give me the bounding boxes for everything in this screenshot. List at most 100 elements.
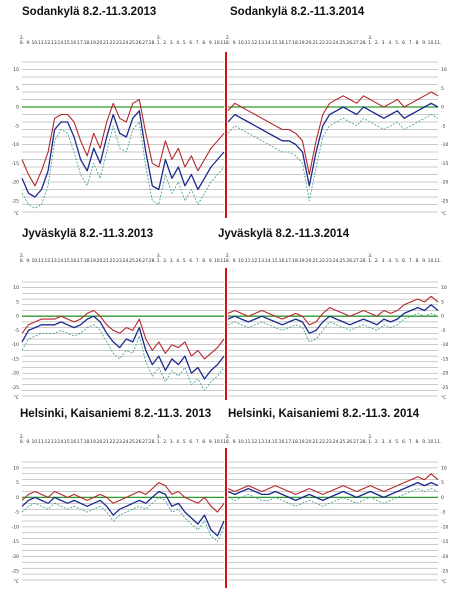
y-tick-label: -5 [15,510,20,516]
x-tick-label: 13. [51,439,58,445]
x-tick-label: 28. [149,40,156,46]
y-tick-label: -15 [441,356,448,362]
y-unit-label: °C [441,579,446,585]
x-tick-label: 16. [71,439,78,445]
x-tick-label: 9. [209,40,213,46]
x-tick-label: 27. [353,439,360,445]
month-marker: 3. [368,35,372,41]
x-tick-label: 23. [116,40,123,46]
x-tick-label: 15. [64,258,71,264]
y-tick-label: -20 [441,371,448,377]
x-tick-label: 4. [388,258,392,264]
y-tick-label: 0 [16,495,19,501]
x-tick-label: 28. [360,258,367,264]
x-tick-label: 21. [103,258,110,264]
month-marker: 3. [157,35,161,41]
x-tick-label: 12. [252,439,259,445]
x-tick-label: 2. [375,258,379,264]
month-marker: 2. [226,35,230,41]
x-tick-label: 9. [422,258,426,264]
month-marker: 3. [157,434,161,440]
x-tick-label: 21. [312,40,319,46]
x-tick-label: 8. [202,258,206,264]
x-tick-label: 10. [238,40,245,46]
x-tick-label: 28. [360,40,367,46]
x-tick-label: 2. [375,40,379,46]
y-tick-label: -5 [441,123,446,129]
x-tick-label: 13. [258,258,265,264]
x-tick-label: 14. [265,40,272,46]
month-marker: 3. [368,434,372,440]
y-tick-label: -15 [12,161,19,167]
x-tick-label: 27. [142,439,149,445]
x-tick-label: 1. [157,40,161,46]
month-marker: 2. [226,253,230,259]
x-tick-label: 3. [382,258,386,264]
x-tick-label: 22. [110,40,117,46]
x-tick-label: 18. [84,40,91,46]
x-tick-label: 26. [346,439,353,445]
x-tick-label: 22. [110,258,117,264]
x-tick-label: 6. [189,439,193,445]
y-tick-label: -20 [12,554,19,560]
y-tick-label: 10 [441,67,447,73]
x-tick-label: 12. [44,40,51,46]
x-tick-label: 23. [116,258,123,264]
y-tick-label: 0 [16,105,19,111]
x-tick-label: 17. [77,258,84,264]
x-tick-label: 2. [163,439,167,445]
max-line [227,473,439,495]
max-line [21,98,225,187]
x-tick-label: 18. [292,258,299,264]
chart-title-helsinki-2014: Helsinki, Kaisaniemi 8.2.-11.3. 2014 [228,408,420,420]
month-marker: 3. [157,253,161,259]
x-tick-label: 8. [202,40,206,46]
y-tick-label: -10 [12,524,19,530]
x-tick-label: 26. [346,40,353,46]
x-tick-label: 3. [170,40,174,46]
x-tick-label: 11. [220,258,227,264]
y-tick-label: -10 [12,142,19,148]
y-tick-label: 10 [13,285,19,291]
month-marker: 2. [226,434,230,440]
y-tick-label: -10 [441,142,448,148]
x-tick-label: 18. [292,439,299,445]
y-tick-label: -25 [12,385,19,391]
x-tick-label: 10. [31,40,38,46]
x-tick-label: 25. [340,40,347,46]
x-tick-label: 8. [416,258,420,264]
x-tick-label: 16. [279,40,286,46]
x-tick-label: 15. [272,40,279,46]
y-tick-label: -5 [441,328,446,334]
x-tick-label: 28. [149,258,156,264]
x-tick-label: 13. [258,439,265,445]
chart-title-helsinki-2013: Helsinki, Kaisaniemi 8.2.-11.3. 2013 [20,408,212,420]
y-tick-label: -25 [441,198,448,204]
x-tick-label: 8. [20,258,24,264]
mean-line [227,481,439,502]
x-tick-label: 7. [196,40,200,46]
x-tick-label: 19. [299,40,306,46]
x-tick-label: 9. [422,439,426,445]
mean-line [227,102,439,187]
mean-line [227,304,439,334]
x-tick-label: 22. [110,439,117,445]
x-tick-label: 9. [209,258,213,264]
x-tick-label: 5. [395,439,399,445]
y-tick-label: 5 [16,86,19,92]
x-tick-label: 20. [97,258,104,264]
y-tick-label: -25 [12,569,19,575]
x-tick-label: 21. [312,258,319,264]
x-tick-label: 14. [58,258,65,264]
month-marker: 2. [20,253,24,259]
x-tick-label: 8. [20,40,24,46]
min-line [21,496,225,542]
y-tick-label: 5 [16,480,19,486]
x-tick-label: 16. [71,40,78,46]
x-tick-label: 13. [51,258,58,264]
x-tick-label: 12. [252,258,259,264]
x-tick-label: 27. [142,40,149,46]
x-tick-label: 28. [360,439,367,445]
y-tick-label: 0 [441,314,444,320]
